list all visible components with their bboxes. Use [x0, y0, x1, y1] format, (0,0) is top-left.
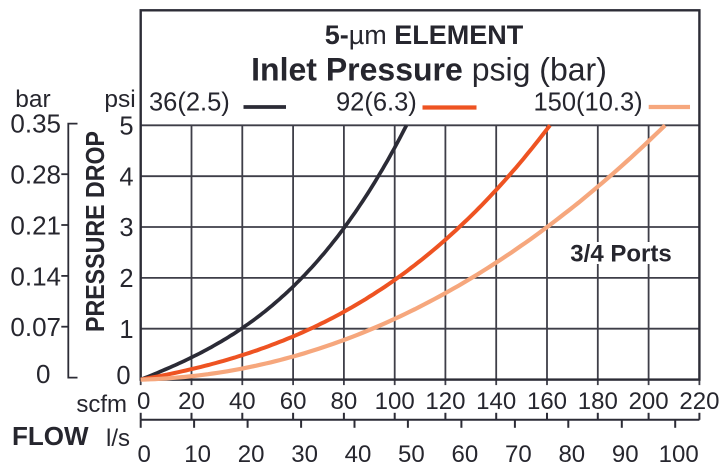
svg-text:0: 0: [36, 359, 50, 389]
svg-text:0: 0: [138, 441, 151, 463]
svg-text:5-µm ELEMENT: 5-µm ELEMENT: [325, 20, 524, 50]
svg-text:180: 180: [578, 388, 618, 415]
svg-text:40: 40: [345, 441, 372, 463]
svg-text:30: 30: [291, 441, 318, 463]
svg-text:scfm: scfm: [76, 391, 127, 418]
svg-text:100: 100: [659, 441, 699, 463]
svg-text:100: 100: [375, 388, 415, 415]
svg-text:200: 200: [629, 388, 669, 415]
svg-text:160: 160: [527, 388, 567, 415]
svg-text:120: 120: [425, 388, 465, 415]
svg-text:70: 70: [505, 441, 532, 463]
svg-text:0.35: 0.35: [10, 109, 61, 139]
svg-text:0.28: 0.28: [10, 160, 61, 190]
svg-text:FLOW: FLOW: [12, 421, 89, 451]
svg-text:0.14: 0.14: [10, 261, 61, 291]
svg-text:220: 220: [679, 388, 719, 415]
svg-text:40: 40: [229, 388, 256, 415]
svg-text:bar: bar: [15, 86, 50, 113]
svg-text:4: 4: [119, 163, 133, 191]
svg-text:5: 5: [119, 113, 133, 141]
svg-text:l/s: l/s: [106, 425, 130, 452]
svg-text:60: 60: [280, 388, 307, 415]
svg-text:92(6.3): 92(6.3): [336, 89, 417, 117]
svg-text:3/4 Ports: 3/4 Ports: [570, 241, 671, 268]
svg-text:0.21: 0.21: [10, 210, 61, 240]
svg-text:psi: psi: [104, 86, 135, 113]
svg-text:1: 1: [119, 316, 133, 344]
svg-text:150(10.3): 150(10.3): [534, 89, 643, 117]
svg-text:60: 60: [452, 441, 479, 463]
svg-text:80: 80: [331, 388, 358, 415]
svg-text:0: 0: [116, 362, 130, 390]
svg-text:Inlet Pressure psig (bar): Inlet Pressure psig (bar): [251, 52, 607, 88]
svg-text:0: 0: [137, 388, 150, 415]
svg-text:2: 2: [119, 265, 133, 293]
svg-text:3: 3: [119, 214, 133, 242]
svg-text:PRESSURE DROP: PRESSURE DROP: [80, 131, 110, 332]
svg-text:90: 90: [612, 441, 639, 463]
svg-text:36(2.5): 36(2.5): [149, 89, 230, 117]
svg-text:20: 20: [238, 441, 265, 463]
svg-text:50: 50: [398, 441, 425, 463]
svg-text:0.07: 0.07: [10, 312, 61, 342]
svg-text:20: 20: [178, 388, 205, 415]
svg-text:140: 140: [476, 388, 516, 415]
svg-text:80: 80: [558, 441, 585, 463]
svg-text:10: 10: [184, 441, 211, 463]
